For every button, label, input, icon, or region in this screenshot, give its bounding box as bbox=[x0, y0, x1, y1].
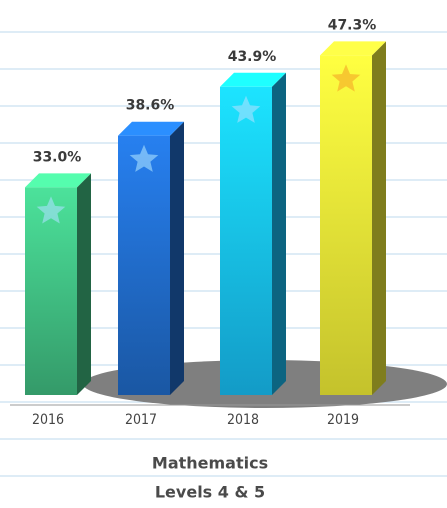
bar-star bbox=[129, 144, 159, 172]
x-tick-label: 2017 bbox=[125, 412, 157, 428]
value-label: 33.0% bbox=[33, 149, 82, 165]
bar-star bbox=[331, 64, 361, 92]
bar-top bbox=[118, 121, 184, 136]
bar-star bbox=[36, 196, 66, 224]
bar bbox=[118, 135, 170, 396]
value-label: 38.6% bbox=[126, 98, 175, 114]
chart-title: Mathematics bbox=[152, 454, 268, 473]
bar-side bbox=[372, 41, 386, 396]
bar bbox=[25, 187, 77, 395]
bar-side bbox=[77, 173, 91, 395]
bar-star bbox=[231, 95, 261, 123]
bar bbox=[220, 86, 272, 395]
bar-side bbox=[170, 121, 184, 396]
value-label: 47.3% bbox=[328, 17, 377, 33]
x-tick-label: 2016 bbox=[32, 412, 64, 428]
x-tick-label: 2019 bbox=[327, 412, 359, 428]
bar-top bbox=[25, 173, 91, 188]
x-tick-label: 2018 bbox=[227, 412, 259, 428]
bar-top bbox=[320, 41, 386, 56]
bar bbox=[320, 55, 372, 396]
bar-top bbox=[220, 72, 286, 87]
bar-side bbox=[272, 72, 286, 395]
bars: 33.0% 38.6% 43.9% 47.3% bbox=[25, 17, 386, 396]
chart-subtitle: Levels 4 & 5 bbox=[155, 483, 265, 502]
value-label: 43.9% bbox=[228, 49, 277, 65]
